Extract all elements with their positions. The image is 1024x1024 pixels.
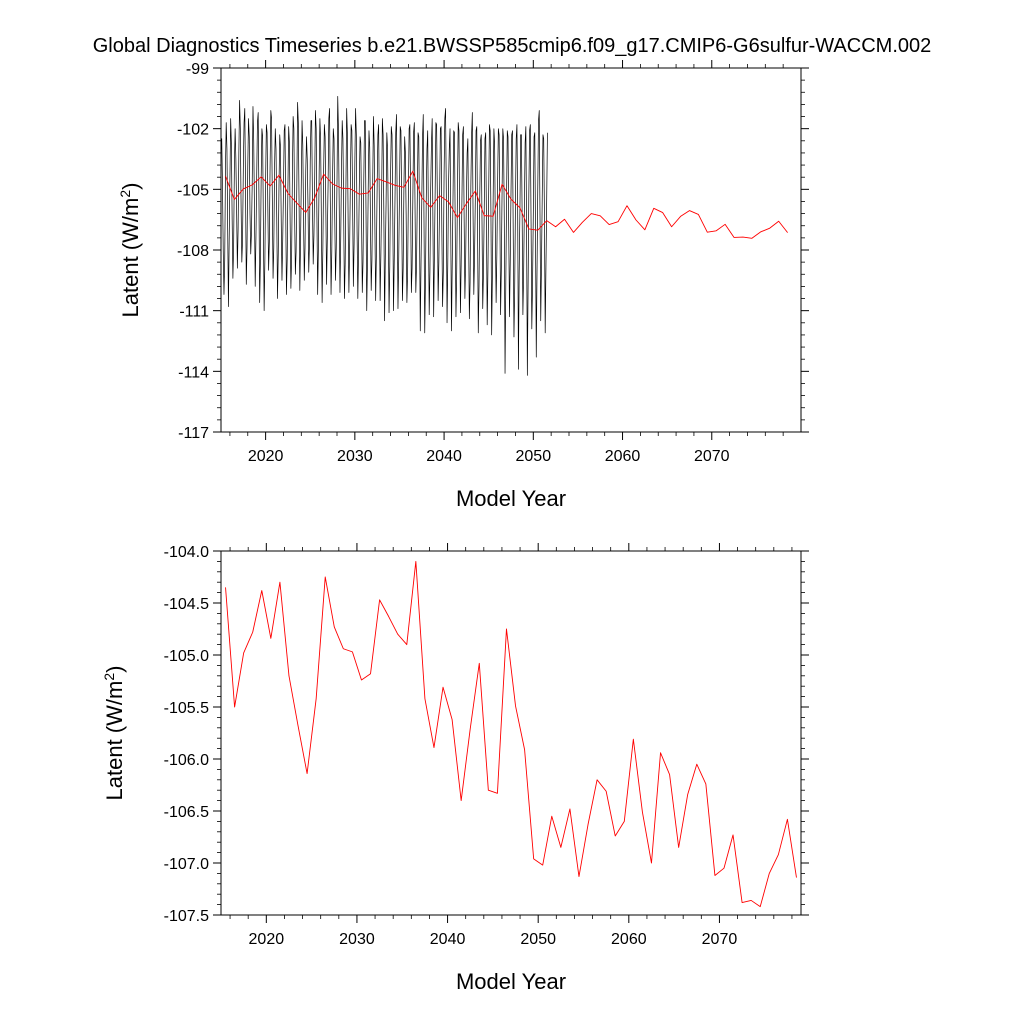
x-tick-label: 2040 bbox=[426, 448, 462, 465]
y-tick-label: -117 bbox=[178, 425, 209, 442]
x-tick-label: 2040 bbox=[430, 931, 466, 948]
y-tick-label: -108 bbox=[177, 243, 209, 260]
plot-frame bbox=[220, 550, 802, 916]
y-tick-label: -114 bbox=[178, 364, 209, 381]
x-tick-label: 2060 bbox=[611, 931, 647, 948]
x-tick-label: 2050 bbox=[516, 448, 552, 465]
y-tick-label: -105 bbox=[177, 182, 209, 199]
top-panel: 2020 2030 2040 2050 2060 2070 -117 -114 -111 -108… bbox=[117, 60, 809, 511]
y-tick-label: -107.5 bbox=[164, 908, 209, 925]
figure-title: Global Diagnostics Timeseries b.e21.BWSS… bbox=[93, 35, 932, 57]
y-tick-label: -105.5 bbox=[164, 700, 209, 717]
x-axis-title: Model Year bbox=[456, 969, 566, 994]
y-tick-label: -106.0 bbox=[164, 752, 209, 769]
x-tick-label: 2030 bbox=[339, 931, 375, 948]
y-tick-label: -106.5 bbox=[164, 804, 209, 821]
y-tick-label: -99 bbox=[186, 61, 209, 78]
x-tick-label: 2070 bbox=[694, 448, 730, 465]
plot-area bbox=[221, 95, 788, 376]
annual-mean-line bbox=[225, 170, 788, 239]
x-tick-label: 2070 bbox=[702, 931, 738, 948]
plot-area bbox=[225, 560, 797, 908]
y-tick-label: -104.5 bbox=[164, 596, 209, 613]
x-tick-label: 2020 bbox=[248, 448, 284, 465]
x-tick-label: 2030 bbox=[337, 448, 373, 465]
y-tick-label: -102 bbox=[177, 122, 209, 139]
y-tick-label: -105.0 bbox=[164, 648, 209, 665]
y-axis-title: Latent (W/m2) bbox=[117, 183, 143, 318]
x-tick-label: 2020 bbox=[249, 931, 285, 948]
y-tick-label: -107.0 bbox=[164, 856, 209, 873]
y-tick-label: -111 bbox=[179, 304, 209, 321]
bottom-panel: 2020 2030 2040 2050 2060 2070 -107.5 -107.0 -106… bbox=[101, 543, 809, 994]
x-axis-title: Model Year bbox=[456, 486, 566, 511]
x-tick-label: 2060 bbox=[605, 448, 641, 465]
x-tick-label: 2050 bbox=[520, 931, 556, 948]
y-tick-label: -104.0 bbox=[164, 544, 209, 561]
monthly-line bbox=[221, 95, 548, 376]
annual-mean-line bbox=[225, 560, 797, 908]
y-axis-title: Latent (W/m2) bbox=[101, 666, 127, 801]
